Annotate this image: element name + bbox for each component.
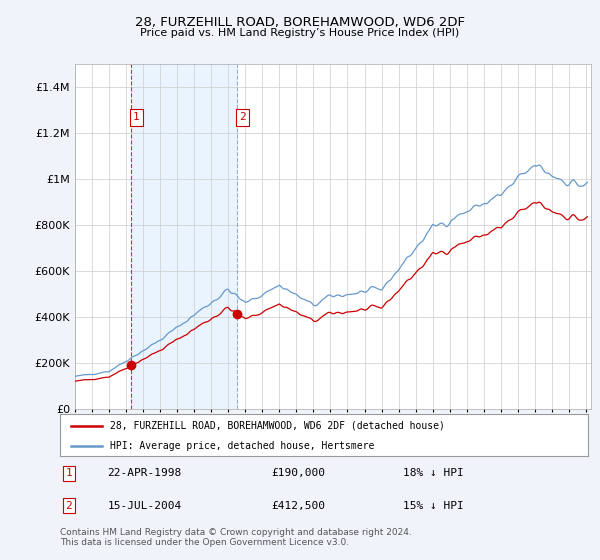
Text: 18% ↓ HPI: 18% ↓ HPI bbox=[403, 468, 464, 478]
Text: 15% ↓ HPI: 15% ↓ HPI bbox=[403, 501, 464, 511]
Text: 28, FURZEHILL ROAD, BOREHAMWOOD, WD6 2DF: 28, FURZEHILL ROAD, BOREHAMWOOD, WD6 2DF bbox=[135, 16, 465, 29]
Text: 22-APR-1998: 22-APR-1998 bbox=[107, 468, 182, 478]
Text: 28, FURZEHILL ROAD, BOREHAMWOOD, WD6 2DF (detached house): 28, FURZEHILL ROAD, BOREHAMWOOD, WD6 2DF… bbox=[110, 421, 445, 431]
Text: £412,500: £412,500 bbox=[271, 501, 325, 511]
Text: 2: 2 bbox=[65, 501, 72, 511]
Text: HPI: Average price, detached house, Hertsmere: HPI: Average price, detached house, Hert… bbox=[110, 441, 374, 451]
Text: 15-JUL-2004: 15-JUL-2004 bbox=[107, 501, 182, 511]
Text: £190,000: £190,000 bbox=[271, 468, 325, 478]
Text: 1: 1 bbox=[133, 112, 140, 122]
Text: Contains HM Land Registry data © Crown copyright and database right 2024.
This d: Contains HM Land Registry data © Crown c… bbox=[60, 528, 412, 547]
Text: 2: 2 bbox=[239, 112, 246, 122]
Text: 1: 1 bbox=[65, 468, 72, 478]
Text: Price paid vs. HM Land Registry’s House Price Index (HPI): Price paid vs. HM Land Registry’s House … bbox=[140, 28, 460, 38]
Bar bbox=[131, 64, 238, 409]
